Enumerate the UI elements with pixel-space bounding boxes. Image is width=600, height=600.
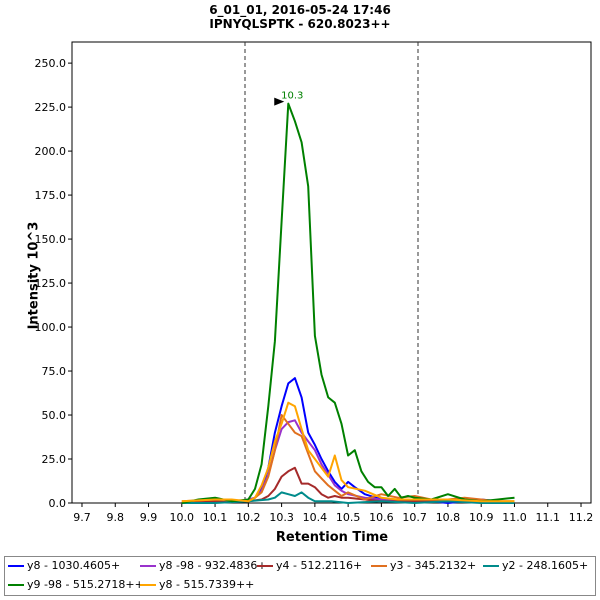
series-line — [181, 102, 515, 504]
x-tick-label: 10.7 — [402, 511, 427, 524]
x-tick-label: 11.2 — [569, 511, 594, 524]
y-tick-label: 75.0 — [42, 365, 67, 378]
x-tick-label: 9.7 — [73, 511, 91, 524]
x-tick-label: 10.8 — [436, 511, 461, 524]
legend-item: y4 - 512.2116+ — [257, 559, 362, 572]
legend-item: y3 - 345.2132+ — [371, 559, 476, 572]
plot-frame — [71, 41, 592, 504]
legend-swatch — [483, 565, 499, 567]
x-tick-label: 10.6 — [369, 511, 394, 524]
series-group — [181, 102, 515, 504]
x-tick-label: 10.4 — [303, 511, 328, 524]
x-axis-title: Retention Time — [275, 530, 389, 545]
legend-swatch — [371, 565, 387, 567]
peak-marker-arrow — [274, 97, 285, 106]
legend-item: y2 - 248.1605+ — [483, 559, 588, 572]
series-line — [181, 419, 515, 504]
legend-item: y9 -98 - 515.2718++ — [8, 578, 144, 591]
legend-label: y2 - 248.1605+ — [502, 559, 589, 572]
series-line — [181, 401, 515, 503]
x-tick-label: 10.5 — [336, 511, 361, 524]
legend-label: y8 -98 - 932.4836+ — [159, 559, 267, 572]
y-tick-label: 25.0 — [42, 453, 67, 466]
legend-swatch — [8, 584, 24, 586]
annotation-group: 10.3 — [274, 91, 303, 106]
x-tick-label: 10.0 — [170, 511, 195, 524]
legend-item: y8 -98 - 932.4836+ — [140, 559, 267, 572]
x-tick-label: 11.0 — [502, 511, 527, 524]
axes-group: 0.0 25.0 50.0 75.0 100.0 125.0 150.0 175.0 200.0… — [35, 41, 594, 524]
peak-label: 10.3 — [281, 91, 303, 102]
series-line — [181, 491, 515, 504]
y-tick-label: 100.0 — [35, 321, 67, 334]
x-tick-label: 10.1 — [203, 511, 228, 524]
y-tick-label: 225.0 — [35, 101, 67, 114]
x-tick-label: 10.3 — [269, 511, 294, 524]
legend-label: y9 -98 - 515.2718++ — [27, 578, 144, 591]
series-line — [181, 377, 515, 504]
legend-item: y8 - 515.7339++ — [140, 578, 254, 591]
legend-swatch — [140, 565, 156, 567]
x-tick-label: 9.9 — [140, 511, 158, 524]
y-axis-title: Intensity 10^3 — [26, 221, 42, 330]
y-tick-label: 250.0 — [35, 57, 67, 70]
legend-item: y8 - 1030.4605+ — [8, 559, 120, 572]
chart-title-line2: IPNYQLSPTK - 620.8023++ — [209, 17, 391, 31]
legend-label: y3 - 345.2132+ — [390, 559, 477, 572]
y-tick-label: 175.0 — [35, 189, 67, 202]
chart-title-line1: 6_01_01, 2016-05-24 17:46 — [209, 3, 391, 17]
x-tick-label: 10.9 — [469, 511, 494, 524]
legend: y8 - 1030.4605+ y8 -98 - 932.4836+ y4 - 51… — [4, 556, 596, 596]
y-tick-label: 150.0 — [35, 233, 67, 246]
x-tick-label: 9.8 — [107, 511, 125, 524]
y-tick-label: 50.0 — [42, 409, 67, 422]
legend-swatch — [140, 584, 156, 586]
series-line — [181, 414, 515, 503]
legend-label: y8 - 1030.4605+ — [27, 559, 121, 572]
x-tick-label: 11.1 — [536, 511, 561, 524]
legend-swatch — [257, 565, 273, 567]
y-tick-label: 200.0 — [35, 145, 67, 158]
legend-label: y4 - 512.2116+ — [276, 559, 363, 572]
legend-swatch — [8, 565, 24, 567]
y-tick-label: 0.0 — [49, 497, 67, 510]
y-tick-label: 125.0 — [35, 277, 67, 290]
x-tick-label: 10.2 — [236, 511, 261, 524]
legend-label: y8 - 515.7339++ — [159, 578, 255, 591]
